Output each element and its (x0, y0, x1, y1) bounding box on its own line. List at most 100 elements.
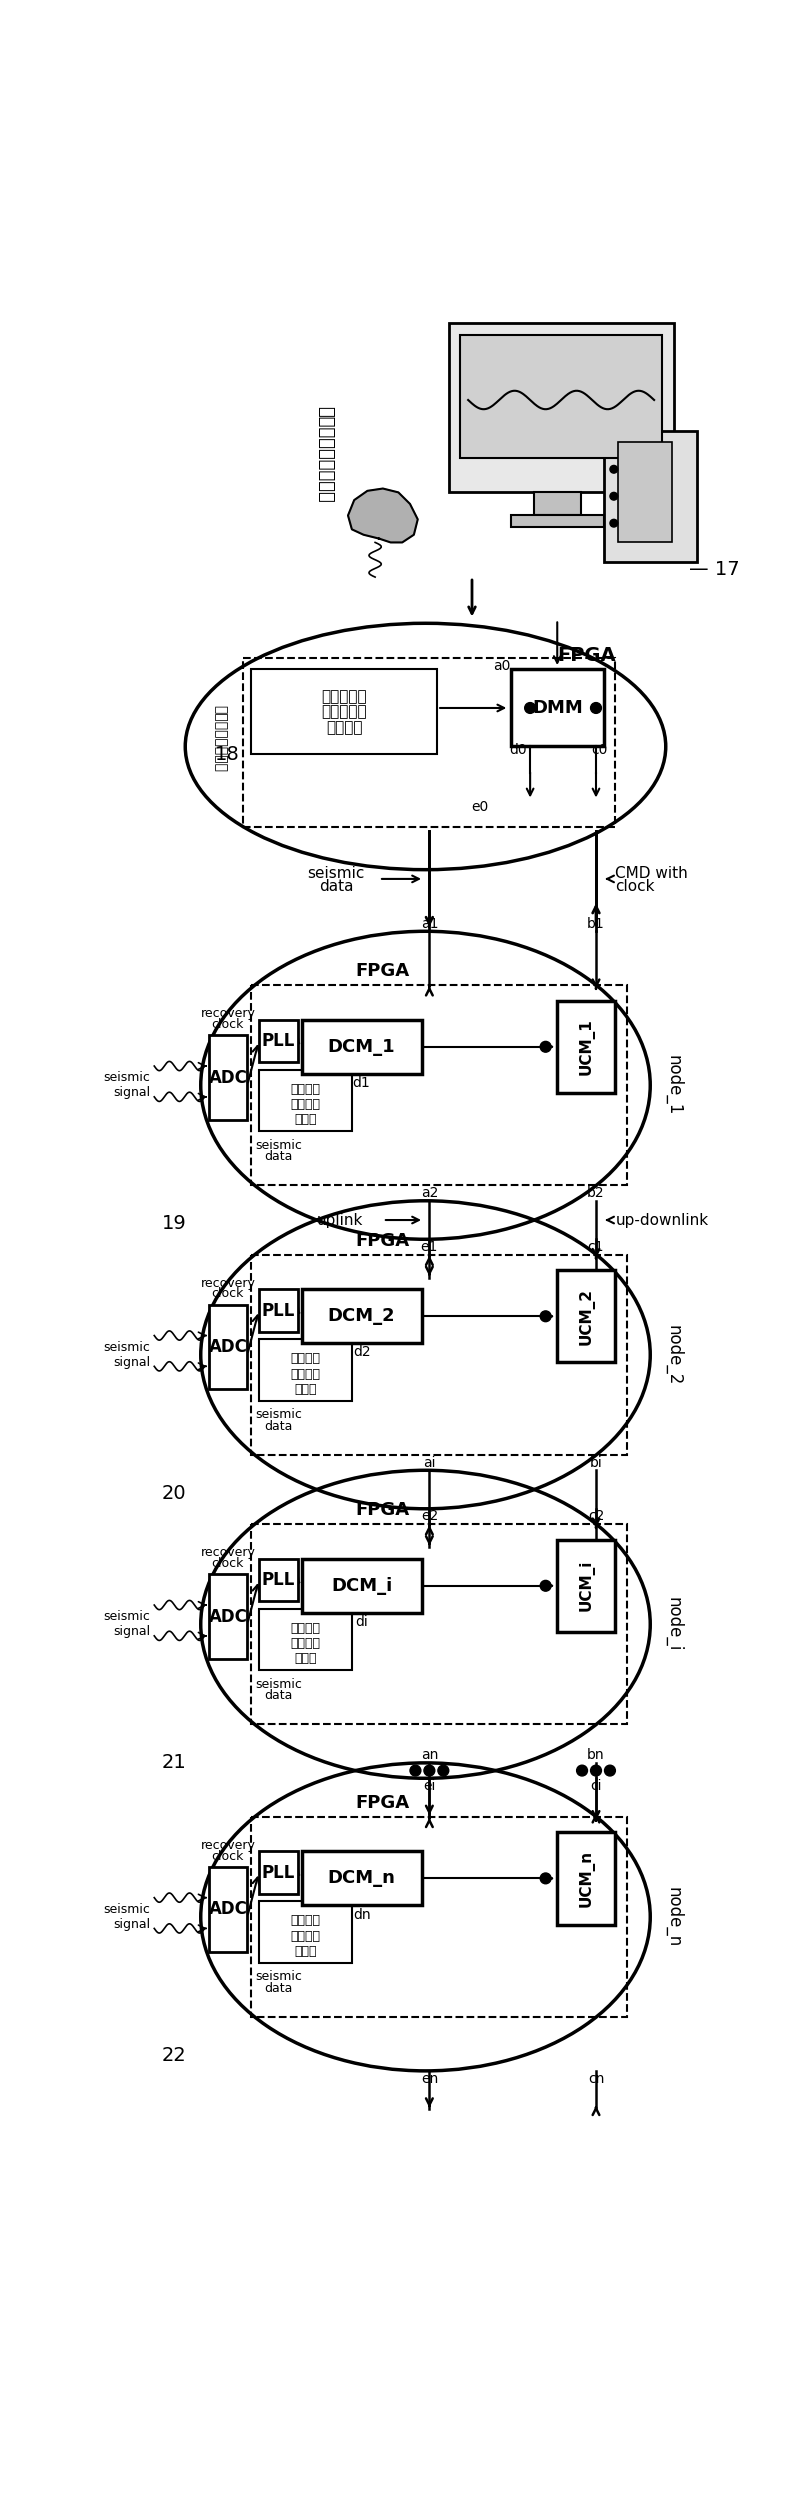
Text: FPGA: FPGA (356, 1794, 410, 1812)
Text: clock: clock (212, 1849, 244, 1862)
Circle shape (605, 1764, 615, 1777)
Text: DCM_1: DCM_1 (328, 1037, 395, 1055)
Text: recovery: recovery (201, 1277, 255, 1289)
Text: bn: bn (587, 1749, 605, 1762)
Circle shape (590, 702, 602, 712)
Text: seismic: seismic (255, 1140, 302, 1152)
Text: node_i: node_i (664, 1597, 682, 1652)
Text: FPGA: FPGA (356, 1502, 410, 1519)
Text: 相量测量: 相量测量 (290, 1082, 320, 1095)
Circle shape (610, 465, 618, 472)
Text: data: data (264, 1419, 293, 1432)
Text: ADC: ADC (209, 1337, 247, 1357)
Bar (302, 1559, 422, 1612)
Text: 22: 22 (162, 2047, 186, 2064)
Text: UCM_1: UCM_1 (578, 1020, 594, 1075)
Circle shape (577, 1764, 587, 1777)
Bar (558, 1832, 615, 1924)
Polygon shape (348, 487, 418, 542)
Text: 数据处理与存储中心: 数据处理与存储中心 (316, 405, 334, 502)
Text: 相量测量: 相量测量 (290, 1914, 320, 1927)
Circle shape (424, 1764, 435, 1777)
Bar (259, 1339, 352, 1402)
Bar (302, 1020, 422, 1075)
Text: 数据采集: 数据采集 (290, 1097, 320, 1112)
Circle shape (410, 1764, 421, 1777)
Text: up-downlink: up-downlink (615, 1212, 709, 1227)
Bar (259, 1020, 298, 1062)
Bar (259, 1559, 298, 1602)
Text: seismic: seismic (255, 1677, 302, 1692)
Text: d0: d0 (510, 742, 527, 757)
Text: en: en (421, 2072, 438, 2087)
Text: clock: clock (212, 1557, 244, 1569)
Bar (243, 657, 615, 827)
Circle shape (438, 1764, 449, 1777)
Bar (209, 1574, 247, 1659)
Text: recovery: recovery (201, 1547, 255, 1559)
Text: uplink: uplink (317, 1212, 363, 1227)
Circle shape (540, 1872, 551, 1884)
Text: DCM_i: DCM_i (331, 1577, 392, 1594)
Text: node_n: node_n (664, 1887, 682, 1947)
Text: b2: b2 (587, 1187, 605, 1200)
Text: data: data (264, 1150, 293, 1165)
Text: FPGA: FPGA (558, 647, 616, 665)
Bar (209, 1867, 247, 1952)
Text: 18: 18 (214, 745, 239, 765)
Text: node_1: node_1 (664, 1055, 682, 1115)
Bar (558, 1539, 615, 1632)
Text: seismic
signal: seismic signal (103, 1342, 150, 1369)
Text: ADC: ADC (209, 1070, 247, 1087)
Circle shape (610, 520, 618, 527)
Bar (302, 1289, 422, 1344)
Text: clock: clock (615, 880, 655, 895)
Text: data: data (264, 1982, 293, 1994)
Text: PLL: PLL (262, 1864, 295, 1882)
Text: recovery: recovery (201, 1839, 255, 1852)
Text: data: data (319, 880, 354, 895)
Text: c1: c1 (588, 1240, 604, 1254)
Bar (209, 1304, 247, 1389)
Text: 数据、状态: 数据、状态 (322, 690, 367, 705)
Text: seismic
signal: seismic signal (103, 1902, 150, 1932)
Text: dn: dn (353, 1907, 370, 1922)
Text: seismic: seismic (255, 1969, 302, 1984)
Text: a2: a2 (421, 1187, 438, 1200)
Bar (618, 442, 672, 542)
Text: 与存储: 与存储 (294, 1382, 317, 1397)
Bar (510, 670, 604, 747)
Text: DCM_2: DCM_2 (328, 1307, 395, 1324)
Text: 数据采集: 数据采集 (290, 1637, 320, 1649)
Text: PLL: PLL (262, 1032, 295, 1050)
Text: 数据处理与存储器: 数据处理与存储器 (213, 705, 227, 772)
Text: 与存储: 与存储 (294, 1652, 317, 1664)
Text: 触发算法: 触发算法 (326, 720, 362, 735)
Text: seismic: seismic (255, 1409, 302, 1422)
Bar (510, 515, 604, 527)
Text: c2: c2 (588, 1509, 604, 1524)
Bar (259, 1289, 298, 1332)
Text: 相量测量: 相量测量 (290, 1352, 320, 1364)
Text: seismic
signal: seismic signal (103, 1609, 150, 1639)
Circle shape (540, 1312, 551, 1322)
Bar (302, 1852, 422, 1904)
Text: 相量测量: 相量测量 (290, 1622, 320, 1634)
Text: ADC: ADC (209, 1607, 247, 1624)
Circle shape (610, 492, 618, 500)
Bar (251, 1817, 627, 2017)
Text: FPGA: FPGA (356, 1232, 410, 1250)
Circle shape (540, 1579, 551, 1592)
Circle shape (590, 1764, 602, 1777)
Text: 与存储: 与存储 (294, 1944, 317, 1959)
Text: cn: cn (588, 2072, 604, 2087)
Bar (251, 1254, 627, 1454)
Text: b1: b1 (587, 917, 605, 930)
Text: CMD with: CMD with (615, 867, 688, 882)
Bar (449, 322, 674, 492)
Bar (604, 430, 697, 562)
Bar (558, 1269, 615, 1362)
Bar (259, 1070, 352, 1132)
Text: ADC: ADC (209, 1899, 247, 1919)
Circle shape (540, 1042, 551, 1052)
